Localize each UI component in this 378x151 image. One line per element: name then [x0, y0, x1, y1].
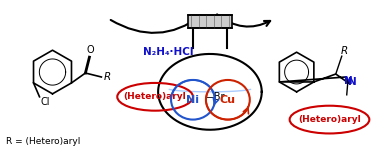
Text: Cl: Cl — [41, 97, 50, 107]
Text: Ni: Ni — [186, 95, 200, 105]
Text: Cu: Cu — [220, 95, 236, 105]
Text: R = (Hetero)aryl: R = (Hetero)aryl — [6, 137, 80, 146]
Text: N: N — [349, 77, 357, 87]
Bar — [188, 14, 232, 28]
Text: N₂H₄·HCl: N₂H₄·HCl — [143, 47, 193, 57]
Text: O: O — [87, 45, 94, 55]
Text: (Hetero)aryl: (Hetero)aryl — [124, 92, 186, 101]
Text: —Br: —Br — [205, 92, 225, 102]
Text: R: R — [341, 46, 349, 56]
Text: (Hetero)aryl: (Hetero)aryl — [298, 115, 361, 124]
Text: R: R — [104, 72, 111, 82]
Text: N: N — [344, 76, 353, 86]
